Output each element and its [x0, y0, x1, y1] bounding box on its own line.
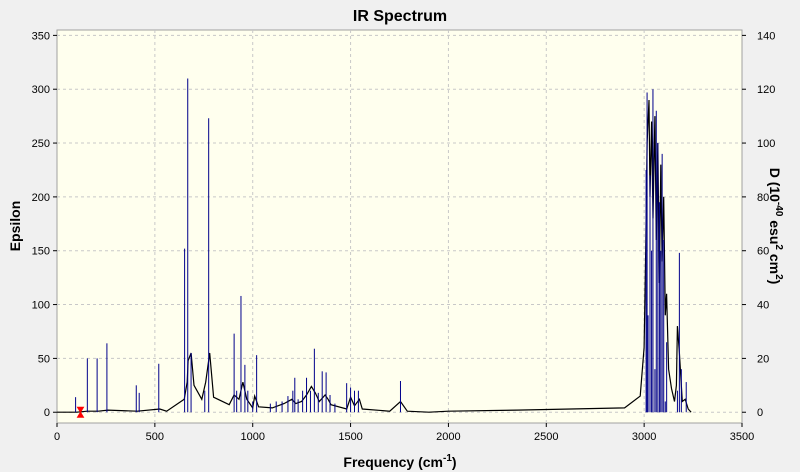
axis-ticks: 0 500 1000 1500 2000 2500 3000 3500050100150200… [32, 30, 776, 443]
y-tick-label: 350 [32, 30, 50, 42]
chart-title: IR Spectrum [353, 8, 447, 25]
y2-tick-label: 40 [757, 300, 769, 312]
x-tick-label: 2000 [436, 431, 460, 443]
x-tick-label: 3000 [632, 431, 656, 443]
y2-tick-label: 0 [757, 407, 763, 419]
y-tick-label: 100 [32, 300, 50, 312]
y-axis-label: Epsilon [7, 201, 23, 252]
y-tick-label: 300 [32, 84, 50, 96]
x-tick-label: 2500 [534, 431, 558, 443]
y2-tick-label: 100 [757, 138, 775, 150]
spectrum-line [57, 99, 692, 413]
frequency-marker [76, 406, 85, 418]
y-tick-label: 250 [32, 138, 50, 150]
x-tick-label: 1500 [338, 431, 362, 443]
spectrum-sticks [75, 78, 687, 413]
x-tick-label: 500 [146, 431, 164, 443]
x-tick-label: 3500 [730, 431, 754, 443]
y-tick-label: 150 [32, 246, 50, 258]
y-tick-label: 0 [44, 407, 50, 419]
x-tick-label: 1000 [240, 431, 264, 443]
y2-tick-label: 60 [757, 246, 769, 258]
frequency-markers [76, 406, 85, 418]
y2-tick-label: 20 [757, 353, 769, 365]
y2-tick-label: 120 [757, 84, 775, 96]
y-tick-label: 200 [32, 192, 50, 204]
y-tick-label: 50 [38, 353, 50, 365]
y2-tick-label: 80 [757, 192, 769, 204]
spectrum-envelope [57, 99, 692, 413]
x-axis-label: Frequency (cm-1) [343, 453, 456, 470]
x-tick-label: 0 [54, 431, 60, 443]
y2-tick-label: 140 [757, 30, 775, 42]
grid-lines [57, 30, 742, 423]
plot-area [56, 29, 743, 424]
y2-axis-label: D (10-40 esu2 cm2) [767, 168, 784, 285]
